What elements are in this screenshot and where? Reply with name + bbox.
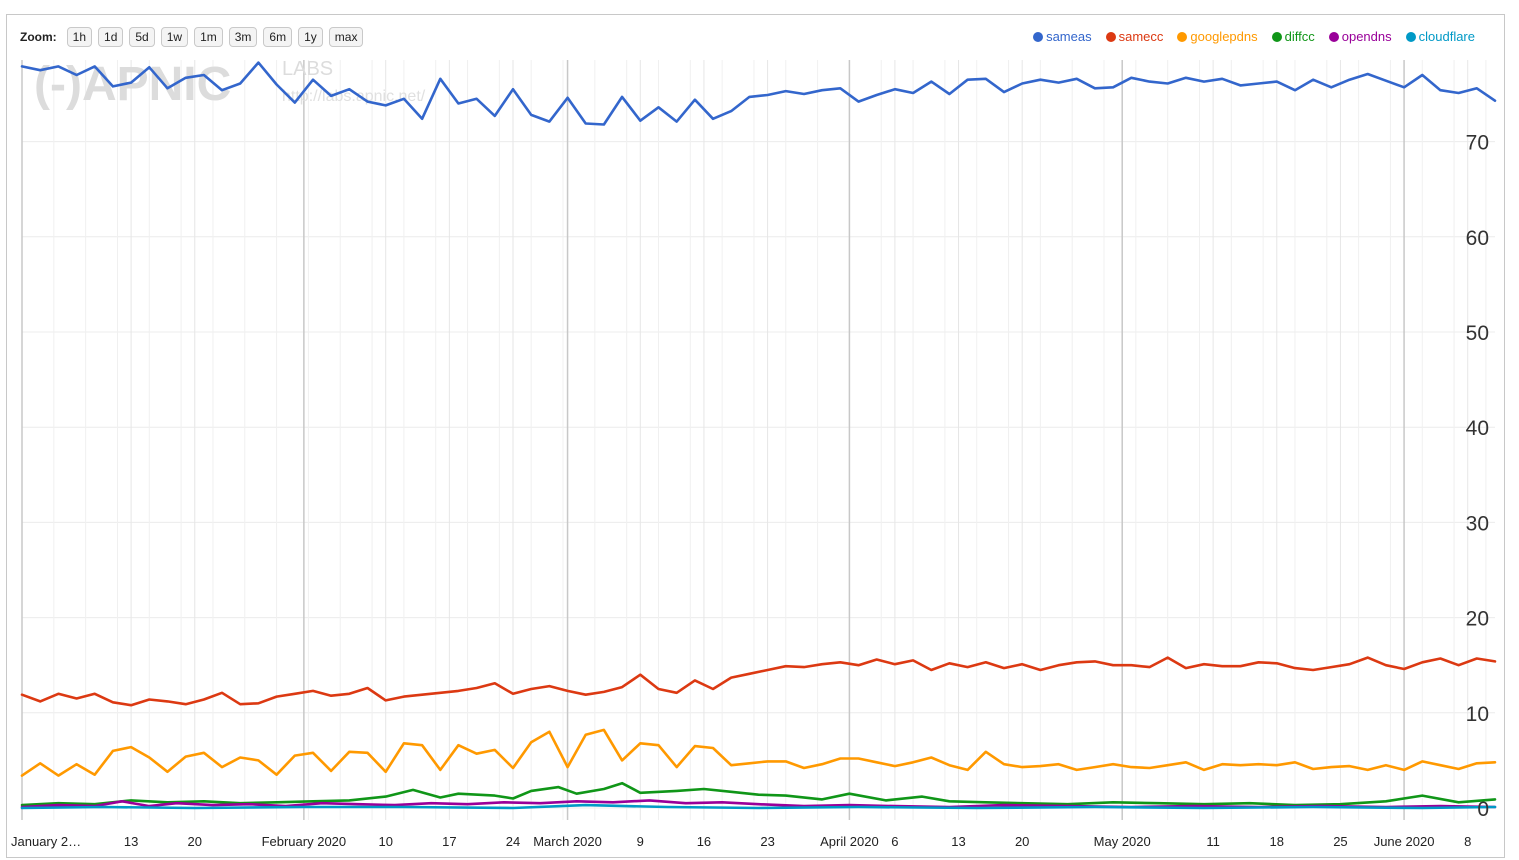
chart-frame [6, 14, 1505, 858]
y-tick-label: 40 [1466, 417, 1489, 440]
x-tick-label: May 2020 [1094, 834, 1151, 849]
x-tick-label: 25 [1333, 834, 1347, 849]
chart-grid [21, 60, 1495, 820]
x-tick-label: 20 [188, 834, 202, 849]
legend-item-diffcc[interactable]: diffcc [1271, 29, 1315, 44]
y-axis-ticks: 70 60 50 40 30 20 10 0 [1466, 132, 1489, 821]
x-tick-label: 18 [1270, 834, 1284, 849]
x-tick-label: 24 [506, 834, 520, 849]
zoom-5d-button[interactable]: 5d [129, 27, 155, 47]
zoom-6m-button[interactable]: 6m [263, 27, 293, 47]
y-tick-label: 10 [1466, 703, 1489, 726]
zoom-3m-button[interactable]: 3m [228, 27, 258, 47]
watermark-labs: LABS [282, 58, 333, 80]
legend-item-sameas[interactable]: sameas [1033, 29, 1092, 44]
x-tick-label: January 2… [11, 834, 81, 849]
legend-dot-googlepdns [1177, 31, 1188, 42]
x-tick-label: 13 [124, 834, 138, 849]
legend-dot-cloudflare [1405, 31, 1416, 42]
legend-dot-opendns [1328, 31, 1339, 42]
x-tick-label: 13 [951, 834, 965, 849]
x-axis-ticks: January 2… 13 20 February 2020 10 17 24 March 2… [11, 834, 1471, 849]
series-line-sameas [20, 61, 1497, 126]
legend-dot-samecc [1105, 31, 1116, 42]
x-tick-label: 16 [697, 834, 711, 849]
series-line-cloudflare [20, 803, 1497, 810]
legend-item-opendns[interactable]: opendns [1328, 29, 1392, 44]
x-tick-label: 8 [1464, 834, 1471, 849]
x-tick-label: 17 [442, 834, 456, 849]
apnic-labs-watermark: (-)APNIC LABS http://labs.apnic.net/ [34, 58, 426, 111]
zoom-toolbar: Zoom: 1h 1d 5d 1w 1m 3m 6m 1y max [20, 27, 364, 47]
x-tick-label: April 2020 [820, 834, 879, 849]
x-tick-label: 11 [1206, 834, 1220, 849]
y-tick-label: 0 [1477, 798, 1489, 821]
zoom-1m-button[interactable]: 1m [194, 27, 223, 47]
x-tick-label: 23 [760, 834, 774, 849]
legend-dot-diffcc [1271, 31, 1282, 42]
zoom-1y-button[interactable]: 1y [298, 27, 323, 47]
series-line-diffcc [20, 781, 1497, 807]
zoom-label: Zoom: [20, 30, 57, 44]
x-tick-label: 10 [378, 834, 392, 849]
x-tick-label: 6 [891, 834, 898, 849]
legend-label-diffcc: diffcc [1284, 29, 1315, 44]
watermark-url: http://labs.apnic.net/ [282, 88, 426, 105]
x-tick-label: March 2020 [533, 834, 602, 849]
y-tick-label: 20 [1466, 608, 1489, 631]
legend-dot-sameas [1033, 31, 1044, 42]
x-tick-label: 20 [1015, 834, 1029, 849]
x-tick-label: June 2020 [1374, 834, 1435, 849]
legend-item-samecc[interactable]: samecc [1105, 29, 1164, 44]
legend-label-opendns: opendns [1341, 29, 1392, 44]
watermark-logo: (-)APNIC [34, 58, 231, 111]
legend-label-samecc: samecc [1118, 29, 1164, 44]
legend-label-sameas: sameas [1046, 29, 1092, 44]
y-tick-label: 70 [1466, 132, 1489, 155]
zoom-max-button[interactable]: max [328, 27, 364, 47]
x-tick-label: 9 [637, 834, 644, 849]
series-line-samecc [20, 656, 1497, 707]
x-tick-label: February 2020 [262, 834, 347, 849]
zoom-1w-button[interactable]: 1w [160, 27, 189, 47]
chart-legend: sameas samecc googlepdns diffcc opendns … [1033, 29, 1475, 44]
legend-label-googlepdns: googlepdns [1190, 29, 1258, 44]
zoom-1d-button[interactable]: 1d [98, 27, 124, 47]
chart-series [20, 61, 1497, 810]
y-tick-label: 50 [1466, 322, 1489, 345]
y-tick-label: 60 [1466, 227, 1489, 250]
legend-label-cloudflare: cloudflare [1418, 29, 1475, 44]
y-tick-label: 30 [1466, 512, 1489, 535]
legend-item-cloudflare[interactable]: cloudflare [1405, 29, 1475, 44]
series-line-googlepdns [20, 728, 1497, 777]
zoom-1h-button[interactable]: 1h [66, 27, 93, 47]
legend-item-googlepdns[interactable]: googlepdns [1177, 29, 1258, 44]
